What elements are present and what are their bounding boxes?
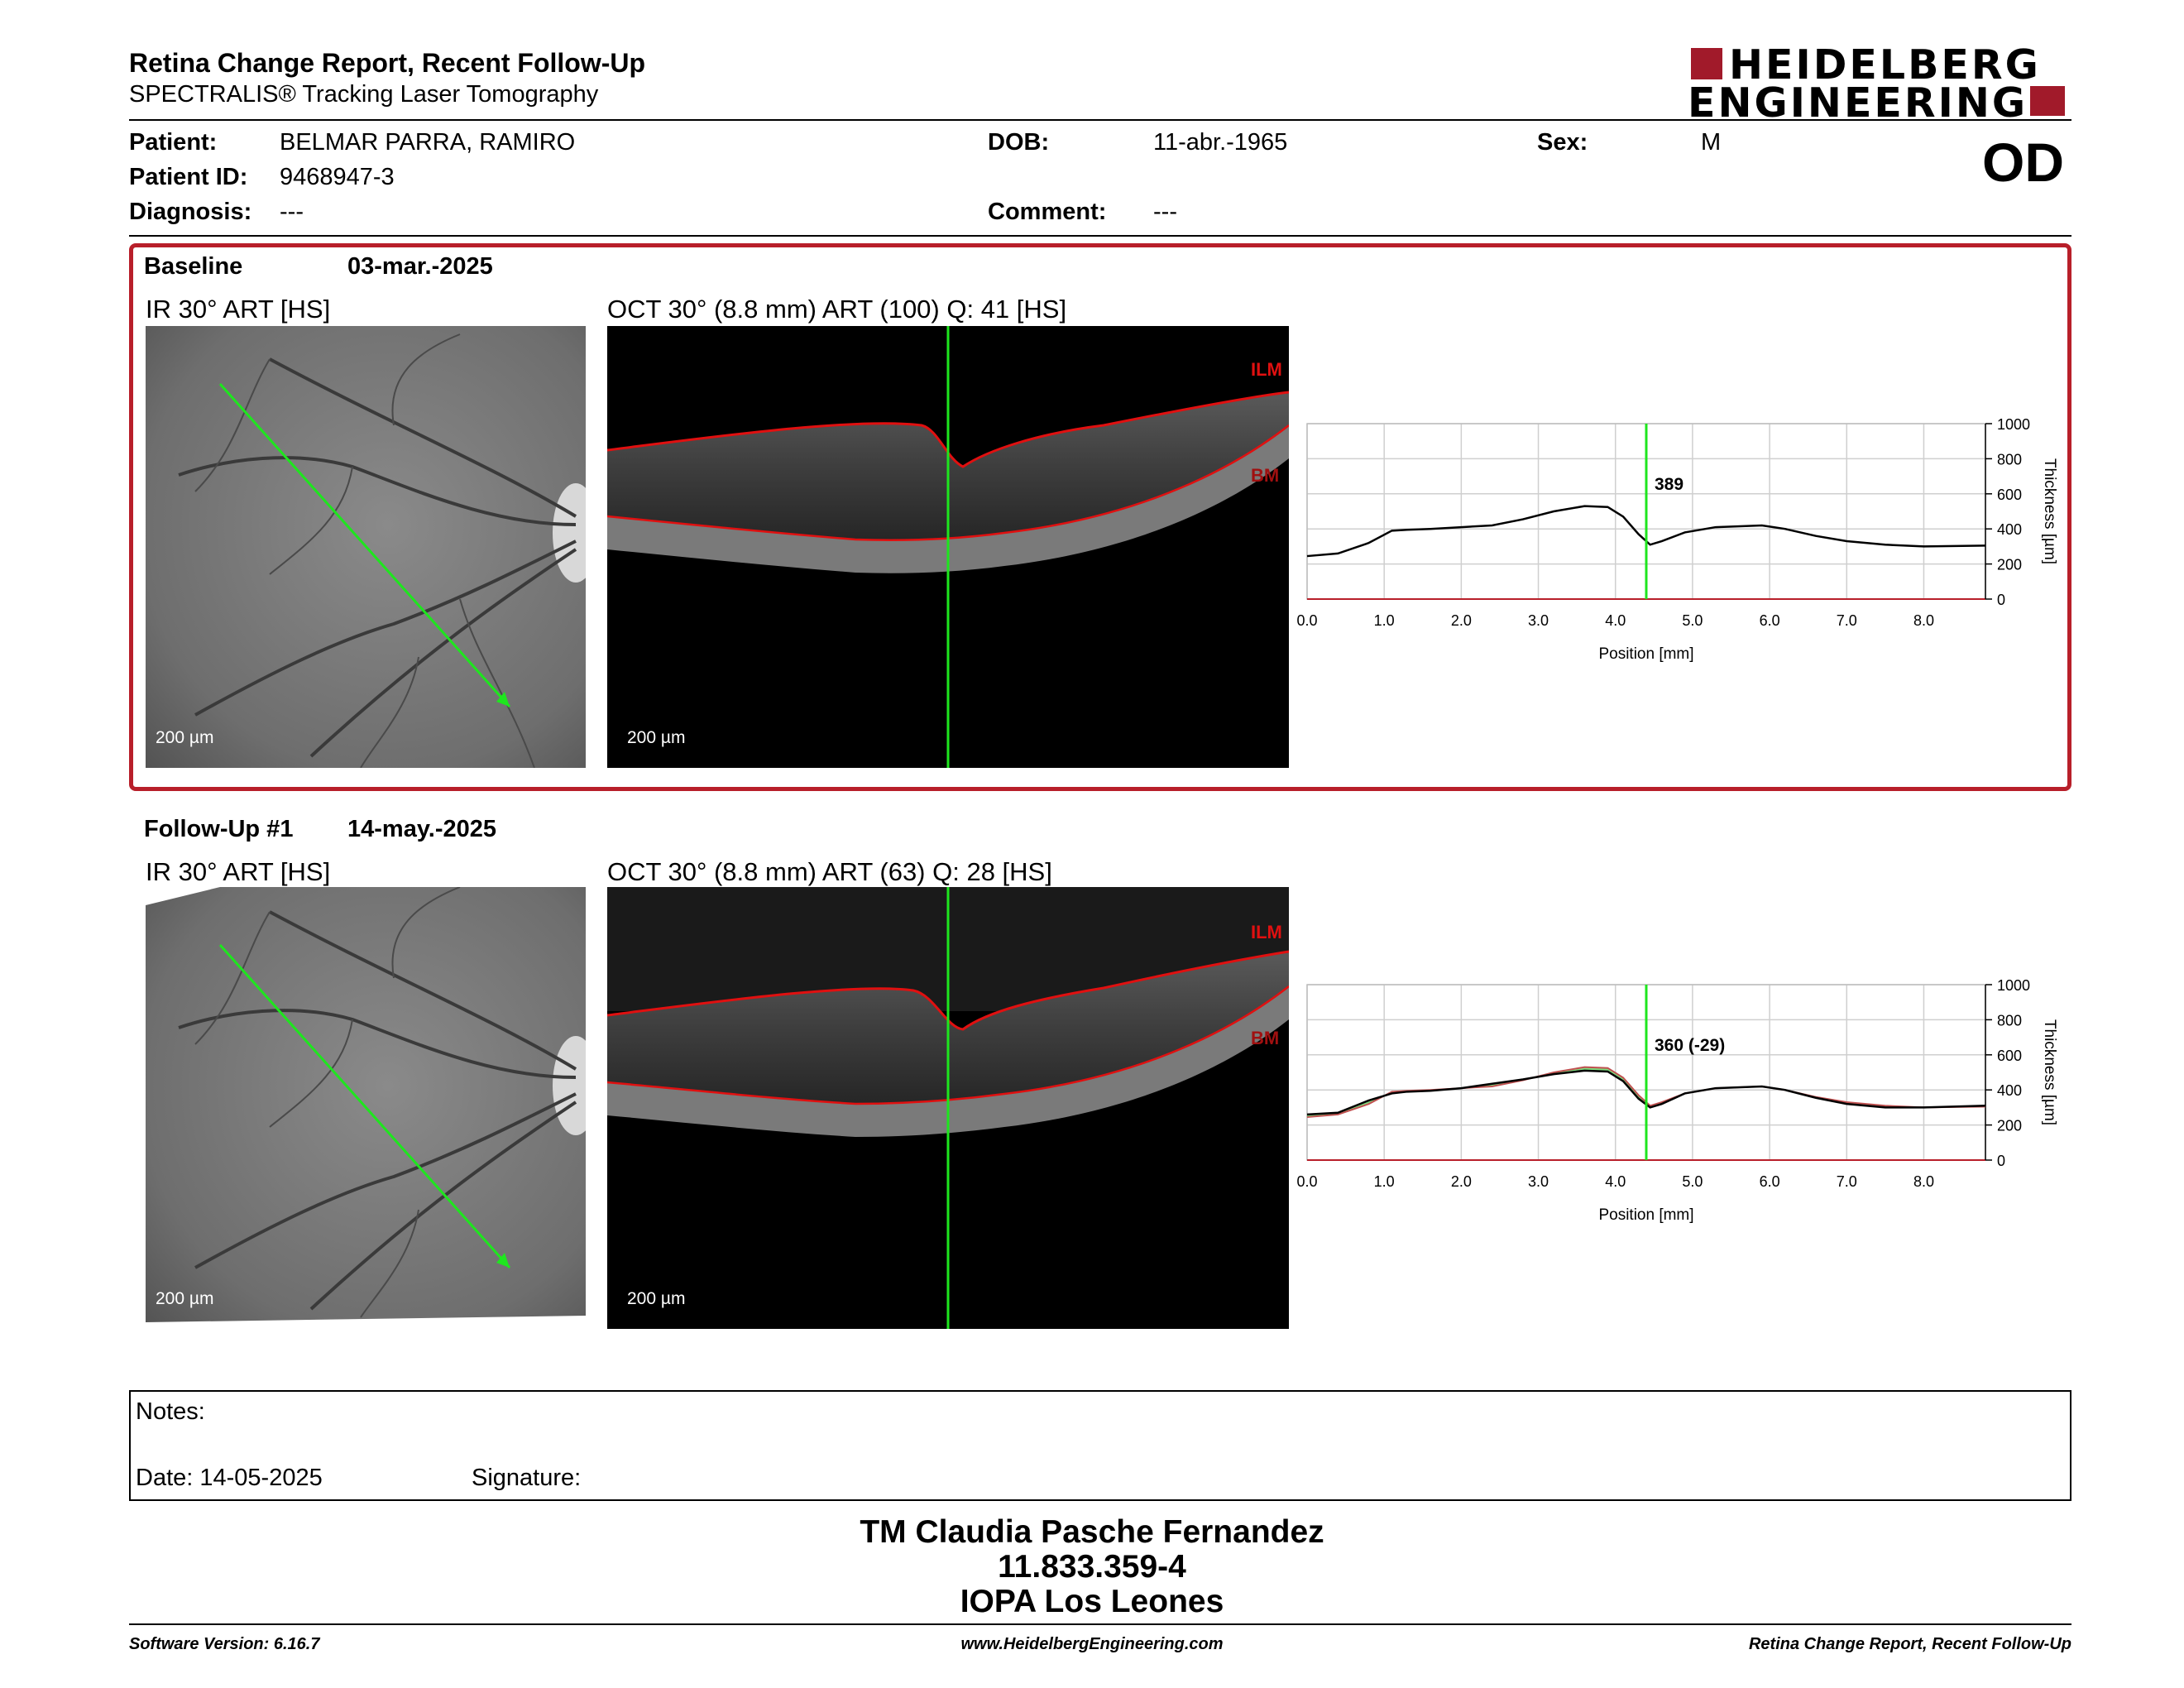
x-tick-label: 5.0 [1682, 1173, 1703, 1190]
notes-date: Date: 14-05-2025 [136, 1465, 323, 1491]
x-axis-label: Position [mm] [1598, 645, 1693, 663]
patient-divider [129, 235, 2071, 237]
y-tick-label: 200 [1997, 557, 2022, 573]
y-tick-label: 400 [1997, 521, 2022, 538]
followup-oct-image[interactable]: ILM BM 200 µm [607, 887, 1289, 1329]
footer-report-name: Retina Change Report, Recent Follow-Up [1748, 1635, 2071, 1653]
baseline-date: 03-mar.-2025 [347, 253, 493, 280]
followup-ir-scale: 200 µm [156, 1289, 214, 1308]
cursor-value-label: 360 (-29) [1655, 1036, 1725, 1055]
x-tick-label: 2.0 [1451, 1173, 1472, 1190]
x-tick-label: 6.0 [1760, 612, 1780, 629]
patient-id-label: Patient ID: [129, 164, 248, 190]
followup-bm-label: BM [1251, 1028, 1279, 1048]
clinic-name: IOPA Los Leones [960, 1584, 1224, 1619]
x-tick-label: 7.0 [1837, 612, 1857, 629]
x-tick-label: 8.0 [1913, 612, 1934, 629]
x-tick-label: 7.0 [1837, 1173, 1857, 1190]
dob-value: 11-abr.-1965 [1153, 129, 1288, 156]
followup-thickness-chart: 0 200 400 600 800 1000 0.0 1.0 2.0 3.0 4.0 5.0 6.0 7.… [1291, 971, 2085, 1236]
thickness-chart-svg: 0 200 400 600 800 1000 0.0 1.0 2.0 3.0 4.0 5.0 6.0 7.… [1296, 977, 2058, 1224]
footer-website[interactable]: www.HeidelbergEngineering.com [960, 1635, 1224, 1653]
diagnosis-value: --- [280, 199, 304, 225]
footer-divider [129, 1623, 2071, 1625]
x-tick-label: 6.0 [1760, 1173, 1780, 1190]
baseline-thickness-chart: 0 200 400 600 800 1000 0.0 1.0 2.0 3.0 4.0 5.0 6.0 7.… [1291, 410, 2085, 675]
technician-name: TM Claudia Pasche Fernandez [860, 1514, 1324, 1550]
notes-label: Notes: [136, 1398, 205, 1425]
x-tick-label: 4.0 [1605, 1173, 1626, 1190]
y-tick-label: 600 [1997, 1048, 2022, 1064]
baseline-ir-scale: 200 µm [156, 728, 214, 747]
baseline-label: Baseline [144, 253, 243, 280]
cursor-value-label: 389 [1655, 475, 1684, 494]
followup-oct-scale: 200 µm [627, 1289, 686, 1308]
baseline-fundus-image[interactable]: 200 µm [146, 326, 586, 768]
technician-rut: 11.833.359-4 [998, 1549, 1186, 1585]
y-tick-label: 400 [1997, 1082, 2022, 1099]
thickness-series-line [1306, 1069, 1986, 1116]
signature-label: Signature: [472, 1465, 582, 1491]
x-tick-label: 1.0 [1374, 1173, 1395, 1190]
y-tick-label: 0 [1997, 592, 2005, 608]
baseline-oct-title: OCT 30° (8.8 mm) ART (100) Q: 41 [HS] [607, 295, 1067, 324]
report-subtitle: SPECTRALIS® Tracking Laser Tomography [129, 81, 599, 108]
footer-software: Software Version: 6.16.7 [129, 1635, 320, 1653]
baseline-section [129, 243, 2071, 791]
y-tick-label: 0 [1997, 1153, 2005, 1169]
eye-indicator: OD [1982, 132, 2064, 193]
x-tick-label: 3.0 [1528, 612, 1549, 629]
x-tick-label: 8.0 [1913, 1173, 1934, 1190]
followup-oct-title: OCT 30° (8.8 mm) ART (63) Q: 28 [HS] [607, 857, 1052, 886]
x-tick-label: 0.0 [1296, 1173, 1317, 1190]
x-tick-label: 1.0 [1374, 612, 1395, 629]
thickness-series-line [1306, 505, 1986, 558]
logo-line2: ENGINEERING [1688, 79, 2028, 127]
baseline-oct-image[interactable]: ILM BM 200 µm [607, 326, 1289, 768]
notes-box[interactable] [129, 1390, 2071, 1501]
patient-label: Patient: [129, 129, 218, 156]
report-title: Retina Change Report, Recent Follow-Up [129, 48, 646, 78]
patient-id: 9468947-3 [280, 164, 395, 190]
x-axis-label: Position [mm] [1598, 1206, 1693, 1224]
sex-value: M [1701, 129, 1722, 156]
y-axis-label: Thickness [µm] [2041, 1019, 2058, 1125]
y-tick-label: 1000 [1997, 416, 2030, 433]
x-tick-label: 0.0 [1296, 612, 1317, 629]
comment-value: --- [1153, 199, 1177, 225]
baseline-bm-label: BM [1251, 465, 1279, 486]
baseline-oct-scale: 200 µm [627, 728, 686, 747]
y-tick-label: 200 [1997, 1118, 2022, 1134]
y-tick-label: 800 [1997, 1012, 2022, 1029]
x-tick-label: 5.0 [1682, 612, 1703, 629]
y-axis-label: Thickness [µm] [2041, 458, 2058, 564]
thickness-chart-svg: 0 200 400 600 800 1000 0.0 1.0 2.0 3.0 4.0 5.0 6.0 7.… [1296, 416, 2058, 663]
followup-fundus-image[interactable]: 200 µm [146, 887, 586, 1329]
sex-label: Sex: [1537, 129, 1588, 156]
x-tick-label: 4.0 [1605, 612, 1626, 629]
followup-ilm-label: ILM [1251, 922, 1282, 942]
y-tick-label: 600 [1997, 487, 2022, 503]
logo-line1: HEIDELBERG [1729, 41, 2041, 89]
followup-date: 14-may.-2025 [347, 816, 497, 842]
header-divider [129, 119, 2071, 121]
y-tick-label: 1000 [1997, 977, 2030, 994]
x-tick-label: 3.0 [1528, 1173, 1549, 1190]
x-tick-label: 2.0 [1451, 612, 1472, 629]
followup-ir-title: IR 30° ART [HS] [146, 857, 331, 886]
baseline-ilm-label: ILM [1251, 359, 1282, 380]
followup-label: Follow-Up #1 [144, 816, 294, 842]
dob-label: DOB: [988, 129, 1050, 156]
baseline-ir-title: IR 30° ART [HS] [146, 295, 331, 324]
diagnosis-label: Diagnosis: [129, 199, 252, 225]
patient-name: BELMAR PARRA, RAMIRO [280, 129, 576, 156]
comment-label: Comment: [988, 199, 1107, 225]
y-tick-label: 800 [1997, 451, 2022, 468]
